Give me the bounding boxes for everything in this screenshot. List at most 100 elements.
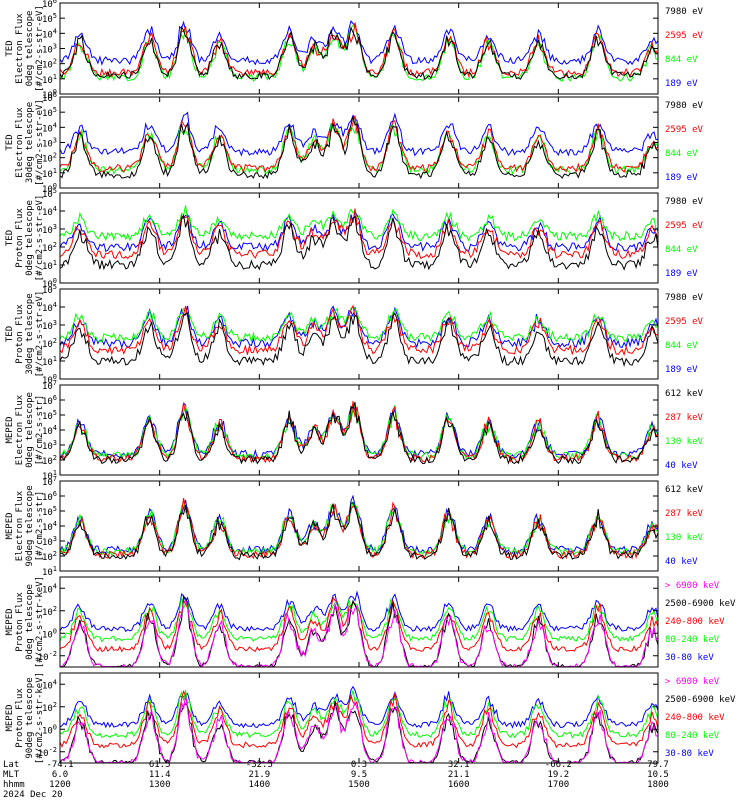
y-axis-label-line: 0deg telescope xyxy=(25,584,35,660)
panel-frame xyxy=(59,2,659,95)
y-axis-label-line: 0deg telescope xyxy=(25,200,35,276)
time-axis-tick-label: -32.5 xyxy=(246,760,273,770)
legend-entry: 2595 eV xyxy=(665,221,704,231)
legend-entry: 80-240 keV xyxy=(665,635,720,645)
series-black-trace xyxy=(60,25,658,81)
y-axis-label-line: MEPED xyxy=(5,512,15,539)
series-black-trace xyxy=(60,312,658,368)
legend-entry: 189 eV xyxy=(665,173,698,183)
legend-entry: 40 keV xyxy=(665,461,698,471)
panel-2-data xyxy=(60,111,658,180)
series-magenta-trace xyxy=(60,694,658,763)
y-axis-label-line: Electron Flux xyxy=(15,490,25,561)
legend-entry: 844 eV xyxy=(665,55,698,65)
y-axis-label-line: [#/cm2-s-str-eV] xyxy=(35,195,45,282)
legend-entry: 40 keV xyxy=(665,557,698,567)
y-axis-label-line: TED xyxy=(5,134,15,150)
legend-entry: 7980 eV xyxy=(665,7,704,17)
legend-entry: 30-80 keV xyxy=(665,749,714,759)
time-axis-tick-label: 79.7 xyxy=(647,760,669,770)
time-axis-row-label: MLT xyxy=(3,770,20,780)
time-axis-tick-label: 1800 xyxy=(647,780,669,790)
y-axis-label-line: Proton Flux xyxy=(15,592,25,652)
series-green-trace xyxy=(60,596,658,643)
time-axis-tick-label: 0.3 xyxy=(351,760,367,770)
legend-entry: 240-800 keV xyxy=(665,713,725,723)
legend-entry: > 6900 keV xyxy=(665,581,720,591)
y-axis-label-line: 30deg telescope xyxy=(25,293,35,374)
y-axis-label-line: [#/cm2-s-str-keV] xyxy=(35,576,45,668)
series-red-trace xyxy=(60,596,658,653)
time-axis-tick-label: 6.0 xyxy=(52,770,68,780)
series-red-trace xyxy=(60,400,658,464)
time-axis-tick-label: -66.2 xyxy=(545,760,572,770)
series-red-trace xyxy=(60,115,658,174)
panel-1-data xyxy=(60,20,658,82)
y-axis-label-line: MEPED xyxy=(5,704,15,731)
series-black-trace xyxy=(60,116,658,180)
legend-entry: 7980 eV xyxy=(665,101,704,111)
time-axis-tick-label: 1300 xyxy=(149,780,171,790)
series-blue-trace xyxy=(60,210,658,253)
y-axis-label-line: Electron Flux xyxy=(15,107,25,178)
series-black-trace xyxy=(60,502,658,561)
panel-6-data xyxy=(60,494,658,561)
series-blue-trace xyxy=(60,305,658,350)
y-axis-label-line: Proton Flux xyxy=(15,208,25,268)
legend-entry: 844 eV xyxy=(665,341,698,351)
legend-entry: 2500-6900 keV xyxy=(665,695,736,705)
legend-entry: 844 eV xyxy=(665,149,698,159)
y-axis-label-line: 0deg telescope xyxy=(25,11,35,87)
legend-entry: 7980 eV xyxy=(665,197,704,207)
series-blue-trace xyxy=(60,402,658,459)
legend-entry: 189 eV xyxy=(665,365,698,375)
time-axis-tick-label: 21.9 xyxy=(248,770,270,780)
time-axis-tick-label: 11.4 xyxy=(149,770,171,780)
series-black-trace xyxy=(60,214,658,271)
panel-7-data xyxy=(60,590,658,667)
y-axis-label-line: Proton Flux xyxy=(15,688,25,748)
series-green-trace xyxy=(60,403,658,461)
series-black-trace xyxy=(60,700,658,763)
y-axis-label-line: Proton Flux xyxy=(15,304,25,364)
series-green-trace xyxy=(60,121,658,175)
y-axis-label-line: [#/cm2-s-str-eV] xyxy=(35,99,45,186)
legend-entry: 7980 eV xyxy=(665,293,704,303)
time-axis-tick-label: -74.1 xyxy=(46,760,73,770)
time-axis-row-label: 2024 Dec 20 xyxy=(3,790,63,800)
time-axis-tick-label: 9.5 xyxy=(351,770,367,780)
panel-frame xyxy=(59,192,659,284)
legend-entry: 189 eV xyxy=(665,79,698,89)
legend-entry: 30-80 keV xyxy=(665,653,714,663)
time-axis-tick-label: 1600 xyxy=(448,780,470,790)
y-axis-label-line: [#/cm2-s-str] xyxy=(35,491,45,561)
legend-entry: 2500-6900 keV xyxy=(665,599,736,609)
panel-4-data xyxy=(60,304,658,368)
y-tick-label: 106 xyxy=(42,0,57,10)
panel-frame xyxy=(59,480,659,572)
y-axis-label-line: 90deg telescope xyxy=(25,677,35,758)
series-green-trace xyxy=(60,690,658,739)
y-axis-label-line: Electron Flux xyxy=(15,394,25,465)
legend-entry: 80-240 keV xyxy=(665,731,720,741)
legend-entry: 189 eV xyxy=(665,269,698,279)
y-axis-label-line: [#/cm2-s-str-eV] xyxy=(35,5,45,92)
y-axis-label-line: [#/cm2-s-str-keV] xyxy=(35,672,45,764)
y-axis-label-line: MEPED xyxy=(5,608,15,635)
legend-entry: 130 keV xyxy=(665,437,704,447)
y-axis-label-line: 30deg telescope xyxy=(25,102,35,183)
panel-8-data xyxy=(60,685,658,763)
series-blue-trace xyxy=(60,20,658,66)
panel-5-data xyxy=(60,400,658,465)
time-axis-tick-label: 1400 xyxy=(248,780,270,790)
y-axis-label-line: Electron Flux xyxy=(15,13,25,84)
time-axis-row-label: hhmm xyxy=(3,780,25,790)
y-axis-label-line: TED xyxy=(5,40,15,56)
